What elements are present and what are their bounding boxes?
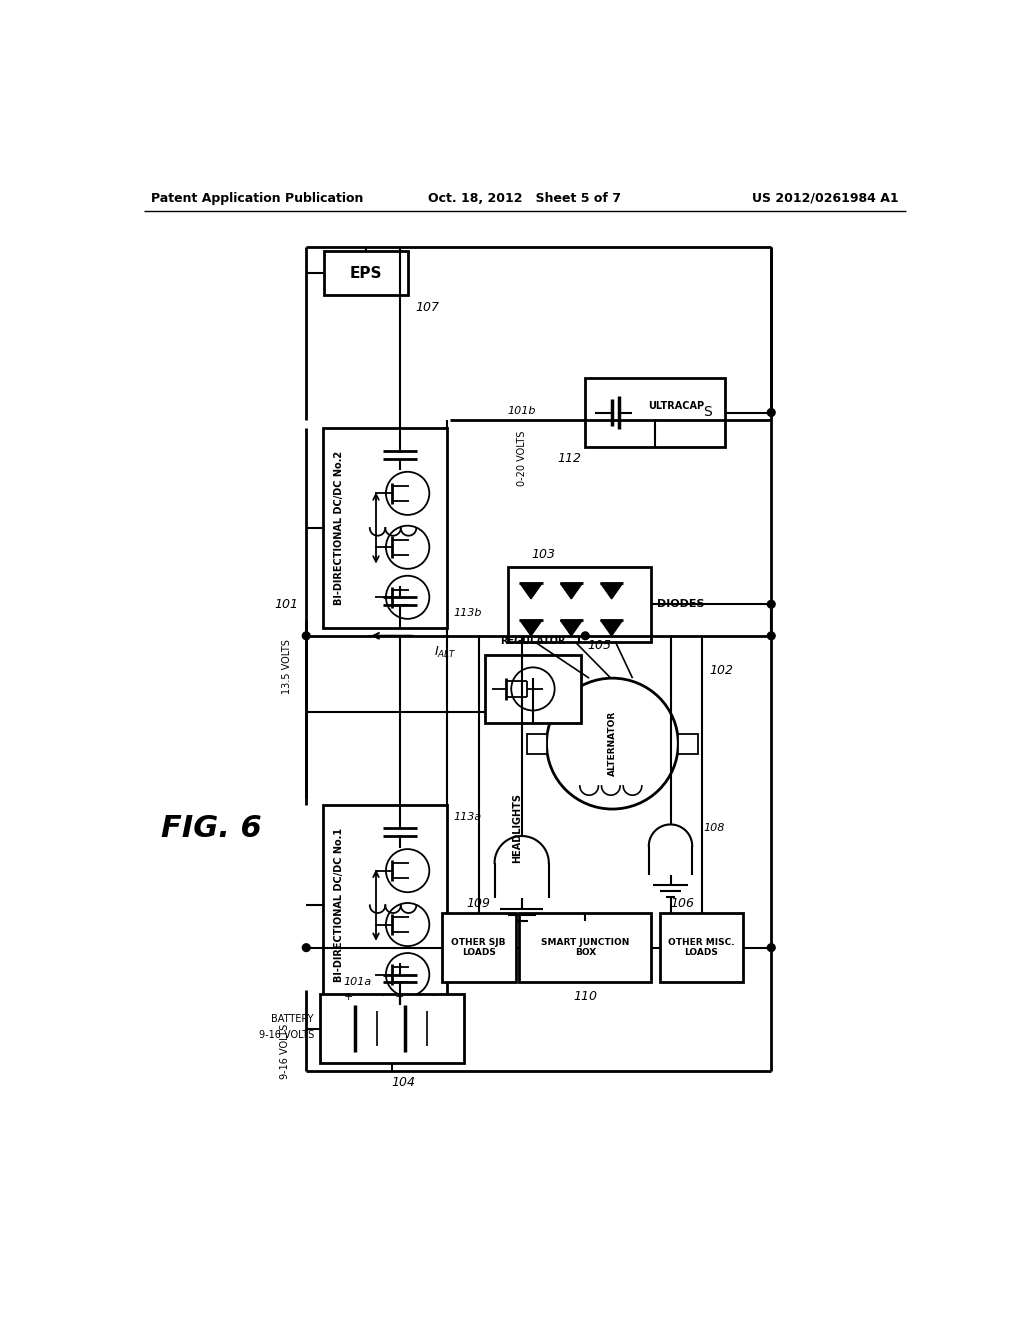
Polygon shape [560,583,583,599]
Text: 105: 105 [588,639,611,652]
Bar [324,428,447,628]
Polygon shape [520,620,542,636]
Text: OTHER MISC.
LOADS: OTHER MISC. LOADS [669,939,735,957]
Text: 113b: 113b [454,607,482,618]
Circle shape [302,944,310,952]
Text: Patent Application Publication: Patent Application Publication [152,191,364,205]
Text: 104: 104 [391,1076,416,1089]
Bar [321,994,464,1063]
Text: 0-20 VOLTS: 0-20 VOLTS [517,432,526,486]
Bar [659,913,743,982]
Bar [519,913,651,982]
Bar [527,734,547,754]
Text: ULTRACAP: ULTRACAP [648,401,703,412]
Circle shape [302,632,310,640]
Circle shape [767,632,775,640]
Text: 110: 110 [573,990,597,1003]
Text: 13.5 VOLTS: 13.5 VOLTS [282,639,292,694]
Text: 103: 103 [531,548,555,561]
Text: SMART JUNCTION
BOX: SMART JUNCTION BOX [541,939,630,957]
Text: OTHER SJB
LOADS: OTHER SJB LOADS [452,939,506,957]
Text: 101a: 101a [343,977,372,987]
Text: ALTERNATOR: ALTERNATOR [608,711,616,776]
Text: HEADLIGHTS: HEADLIGHTS [512,793,521,863]
Text: 109: 109 [467,898,490,911]
Polygon shape [520,583,542,599]
Text: BATTERY: BATTERY [271,1014,314,1024]
Text: -: - [431,989,435,1002]
Text: -: - [381,989,385,1002]
Text: REGULATOR: REGULATOR [500,636,565,645]
Text: 101: 101 [274,598,299,611]
Bar [442,913,515,982]
Polygon shape [601,620,623,636]
Text: 107: 107 [416,301,439,314]
Circle shape [767,601,775,609]
Text: $I_{ALT}$: $I_{ALT}$ [434,645,457,660]
Text: 9-16 VOLTS: 9-16 VOLTS [280,1024,290,1080]
Text: 106: 106 [671,898,694,911]
Text: US 2012/0261984 A1: US 2012/0261984 A1 [752,191,898,205]
Text: 108: 108 [703,824,725,833]
Text: 101b: 101b [508,407,537,416]
Text: DIODES: DIODES [657,599,705,610]
Text: +: + [344,991,353,1002]
Text: +: + [394,991,403,1002]
Text: 113a: 113a [454,812,481,822]
Text: 102: 102 [710,664,733,677]
Circle shape [767,409,775,416]
Text: FIG. 6: FIG. 6 [162,814,262,842]
Bar [324,805,447,1006]
Text: S: S [703,405,712,420]
Text: BI-DIRECTIONAL DC/DC No.1: BI-DIRECTIONAL DC/DC No.1 [334,828,344,982]
Bar [484,655,582,723]
Bar [678,734,697,754]
Text: 9-16 VOLTS: 9-16 VOLTS [259,1030,314,1040]
Text: Oct. 18, 2012   Sheet 5 of 7: Oct. 18, 2012 Sheet 5 of 7 [428,191,622,205]
Text: BI-DIRECTIONAL DC/DC No.2: BI-DIRECTIONAL DC/DC No.2 [334,451,344,605]
Bar [508,566,651,642]
Circle shape [767,944,775,952]
Polygon shape [560,620,583,636]
Text: 112: 112 [557,453,582,465]
Bar [586,378,725,447]
Polygon shape [601,583,623,599]
Circle shape [582,632,589,640]
Bar [324,251,408,296]
Text: EPS: EPS [349,265,382,281]
